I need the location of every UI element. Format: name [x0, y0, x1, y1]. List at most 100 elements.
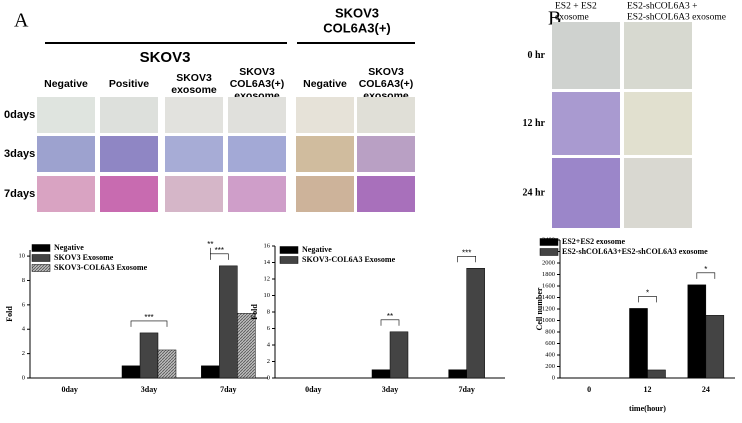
- micrograph: [165, 97, 223, 133]
- micrograph: [357, 97, 415, 133]
- column-label: SKOV3 exosome: [171, 72, 217, 96]
- column-label: SKOV3 COL6A3(+) exosome: [359, 66, 414, 102]
- y-tick-label: 200: [545, 363, 555, 370]
- micrograph: [37, 176, 95, 212]
- y-axis-label: Fold: [5, 306, 14, 322]
- legend-swatch: [279, 256, 299, 264]
- x-tick-label: 12: [644, 385, 652, 394]
- y-tick-label: 10: [19, 253, 26, 260]
- group-header: SKOV3: [140, 49, 191, 66]
- y-tick-label: 1400: [542, 294, 555, 301]
- bar: [139, 332, 159, 379]
- micrograph: [552, 158, 620, 228]
- y-axis-label: Cell number: [535, 287, 544, 330]
- legend-label: ES2+ES2 exosome: [562, 237, 625, 246]
- micrograph: [296, 176, 354, 212]
- y-tick-label: 0: [552, 374, 555, 381]
- micrograph: [165, 176, 223, 212]
- group-header: SKOV3 COL6A3(+): [323, 6, 391, 36]
- significance-bracket: [696, 272, 716, 279]
- significance-label: ***: [462, 248, 471, 257]
- significance-bracket: [380, 319, 400, 326]
- y-tick-label: 4: [22, 326, 26, 333]
- x-tick-label: 24: [702, 385, 710, 394]
- micrograph: [357, 176, 415, 212]
- micrograph: [100, 136, 158, 172]
- y-tick-label: 800: [545, 328, 555, 335]
- column-label: ES2-shCOL6A3 + ES2-shCOL6A3 exosome: [627, 2, 726, 23]
- bar: [389, 331, 409, 379]
- x-tick-label: 0: [587, 385, 591, 394]
- y-axis-label: Fold: [250, 304, 259, 320]
- x-tick-label: 3day: [141, 385, 157, 394]
- bar: [647, 369, 666, 379]
- x-tick-label: 0day: [305, 385, 321, 394]
- x-tick-label: 3day: [382, 385, 398, 394]
- significance-label: ***: [144, 313, 153, 322]
- bar: [237, 313, 256, 379]
- y-tick-label: 8: [22, 277, 25, 284]
- column-label: Negative: [44, 78, 88, 90]
- x-tick-label: 7day: [220, 385, 236, 394]
- bar: [705, 315, 725, 379]
- row-label: 0 hr: [528, 50, 546, 61]
- micrograph: [624, 92, 692, 155]
- y-tick-label: 600: [545, 340, 555, 347]
- y-tick-label: 0: [267, 374, 270, 381]
- x-axis-label: time(hour): [629, 404, 666, 413]
- y-tick-label: 1800: [542, 271, 555, 278]
- bar: [219, 265, 238, 379]
- bar: [157, 349, 177, 379]
- bar: [466, 268, 485, 379]
- micrograph: [228, 176, 286, 212]
- legend-swatch: [539, 248, 559, 256]
- y-tick-label: 1600: [542, 282, 555, 289]
- row-label: 3days: [4, 148, 35, 160]
- micrograph: [100, 97, 158, 133]
- micrograph: [624, 22, 692, 89]
- significance-bracket: [638, 296, 657, 303]
- significance-label: **: [387, 312, 393, 321]
- significance-label: *: [646, 289, 649, 298]
- row-label: 12 hr: [523, 118, 546, 129]
- y-tick-label: 4: [267, 341, 271, 348]
- micrograph: [296, 97, 354, 133]
- y-tick-label: 1200: [542, 305, 555, 312]
- significance-label: *: [704, 265, 707, 274]
- legend-label: ES2-shCOL6A3+ES2-shCOL6A3 exosome: [562, 247, 708, 256]
- significance-bracket: [130, 320, 168, 327]
- legend-label: Negative: [54, 243, 84, 252]
- column-label: Positive: [109, 78, 149, 90]
- row-label: 7days: [4, 188, 35, 200]
- micrograph: [552, 92, 620, 155]
- row-label: 0days: [4, 109, 35, 121]
- column-label: SKOV3 COL6A3(+) exosome: [230, 66, 285, 102]
- micrograph: [37, 136, 95, 172]
- bar: [629, 308, 648, 379]
- y-tick-label: 0: [22, 374, 25, 381]
- column-label: ES2 + ES2 exosome: [555, 2, 597, 23]
- significance-bracket: [210, 253, 229, 260]
- y-tick-label: 16: [264, 242, 271, 249]
- y-tick-label: 10: [264, 292, 271, 299]
- y-tick-label: 6: [267, 325, 271, 332]
- micrograph: [228, 97, 286, 133]
- panel-label: A: [14, 10, 29, 32]
- y-tick-label: 2000: [542, 259, 555, 266]
- significance-bracket: [457, 255, 476, 263]
- micrograph: [357, 136, 415, 172]
- legend-swatch: [279, 246, 299, 254]
- y-tick-label: 1000: [542, 317, 555, 324]
- y-tick-label: 400: [545, 351, 555, 358]
- legend-swatch: [31, 244, 51, 252]
- column-label: Negative: [303, 78, 347, 90]
- micrograph: [37, 97, 95, 133]
- legend-swatch: [539, 238, 559, 246]
- micrograph: [624, 158, 692, 228]
- y-tick-label: 2: [22, 350, 25, 357]
- legend-label: Negative: [302, 245, 332, 254]
- y-tick-label: 12: [264, 275, 271, 282]
- bar: [448, 369, 467, 379]
- micrograph: [165, 136, 223, 172]
